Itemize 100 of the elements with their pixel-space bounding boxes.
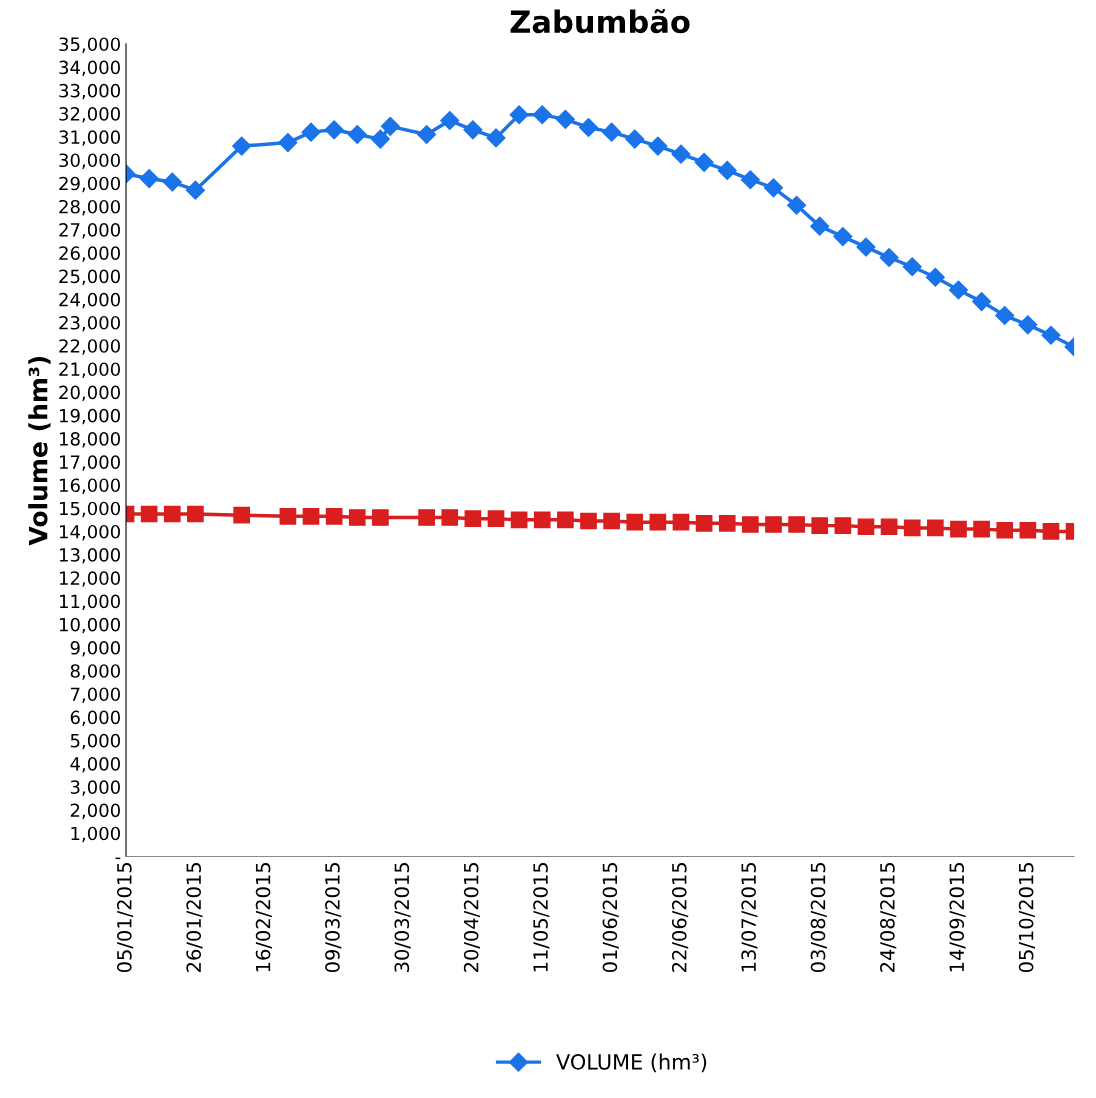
point <box>788 516 805 533</box>
point <box>625 129 645 149</box>
point <box>380 116 400 136</box>
point <box>972 292 992 312</box>
point <box>163 505 181 523</box>
y-tick-label: 9,000 <box>70 640 120 657</box>
point <box>533 511 551 529</box>
point <box>603 512 620 530</box>
point <box>347 124 367 144</box>
x-tick-label: 11/05/2015 <box>533 863 550 972</box>
chart-title: Zabumbão <box>510 9 690 34</box>
point <box>232 136 252 156</box>
point <box>1042 523 1060 540</box>
point <box>694 152 714 172</box>
point <box>948 280 968 300</box>
point <box>649 513 667 531</box>
point <box>418 509 435 526</box>
point <box>811 517 829 534</box>
point <box>626 513 644 531</box>
point <box>950 520 967 538</box>
y-tick-label: 5,000 <box>70 733 120 750</box>
point <box>440 110 460 131</box>
y-tick-label: 12,000 <box>59 571 120 587</box>
y-tick-label: 19,000 <box>59 408 120 425</box>
y-tick-label: 32,000 <box>59 107 120 123</box>
point <box>370 129 390 149</box>
y-tick-label: 26,000 <box>59 246 120 262</box>
y-tick-label: 1,000 <box>71 826 120 843</box>
point <box>927 519 944 537</box>
y-tick-label: 30,000 <box>59 153 120 169</box>
y-tick-label: 29,000 <box>59 176 120 193</box>
point <box>325 508 343 525</box>
legend-label: VOLUME (hm³) <box>556 1053 707 1073</box>
point <box>856 237 876 257</box>
point <box>1018 315 1038 335</box>
point <box>1019 521 1037 539</box>
point <box>833 227 853 247</box>
y-tick-label: 21,000 <box>59 362 120 378</box>
x-tick-label: 09/03/2015 <box>325 863 342 973</box>
point <box>464 510 482 527</box>
y-tick-label: 7,000 <box>70 687 120 703</box>
y-tick-label: 18,000 <box>59 432 120 448</box>
point <box>695 514 713 532</box>
point <box>140 505 158 523</box>
point <box>648 136 668 156</box>
point <box>925 267 945 287</box>
point <box>903 519 921 537</box>
point <box>580 512 597 530</box>
y-tick-label: 4,000 <box>70 757 120 773</box>
point <box>555 109 575 129</box>
point <box>879 247 899 268</box>
point <box>973 520 990 538</box>
point <box>510 511 528 529</box>
x-tick-label: 03/08/2015 <box>810 863 827 973</box>
y-tick-label: 17,000 <box>59 455 120 471</box>
point <box>671 144 691 164</box>
y-tick-label: 33,000 <box>59 83 120 100</box>
point <box>301 122 321 142</box>
y-tick-label: 15,000 <box>59 501 120 518</box>
y-tick-label: 3,000 <box>70 780 120 796</box>
point <box>532 105 552 125</box>
y-tick-label: 11,000 <box>59 594 120 611</box>
point <box>996 521 1014 539</box>
x-tick-label: 16/02/2015 <box>255 863 272 972</box>
point <box>487 510 505 527</box>
point <box>557 511 574 529</box>
x-tick-label: 22/06/2015 <box>671 863 689 972</box>
point <box>302 508 320 525</box>
x-tick-label: 01/06/2015 <box>602 863 619 973</box>
y-tick-label: 23,000 <box>59 315 120 332</box>
point <box>463 120 483 140</box>
x-tick-label: 24/08/2015 <box>880 863 897 972</box>
x-tick-label: 26/01/2015 <box>186 863 203 972</box>
point <box>279 508 297 525</box>
point <box>233 506 250 524</box>
point <box>372 509 389 526</box>
x-tick-label: 13/07/2015 <box>741 863 758 972</box>
y-tick-label: 2,000 <box>70 803 120 819</box>
y-tick-label: 25,000 <box>59 269 120 286</box>
point <box>763 178 784 198</box>
point <box>834 517 852 534</box>
point <box>718 514 736 532</box>
point <box>810 216 830 236</box>
point <box>324 120 344 140</box>
point <box>578 117 599 138</box>
point <box>857 518 875 536</box>
y-tick-label: 8,000 <box>70 664 120 680</box>
y-tick-label: 10,000 <box>59 617 120 634</box>
x-tick-label: 30/03/2015 <box>394 863 411 972</box>
point <box>162 172 182 192</box>
y-tick-label: 14,000 <box>59 524 120 541</box>
x-tick-label: 20/04/2015 <box>463 863 481 972</box>
point <box>278 133 298 153</box>
y-tick-label: 35,000 <box>59 37 120 53</box>
y-tick-label: 34,000 <box>59 60 120 77</box>
y-tick-label: 6,000 <box>70 710 120 727</box>
point <box>441 509 459 526</box>
point <box>672 513 690 531</box>
point <box>509 105 529 125</box>
point <box>995 305 1015 326</box>
